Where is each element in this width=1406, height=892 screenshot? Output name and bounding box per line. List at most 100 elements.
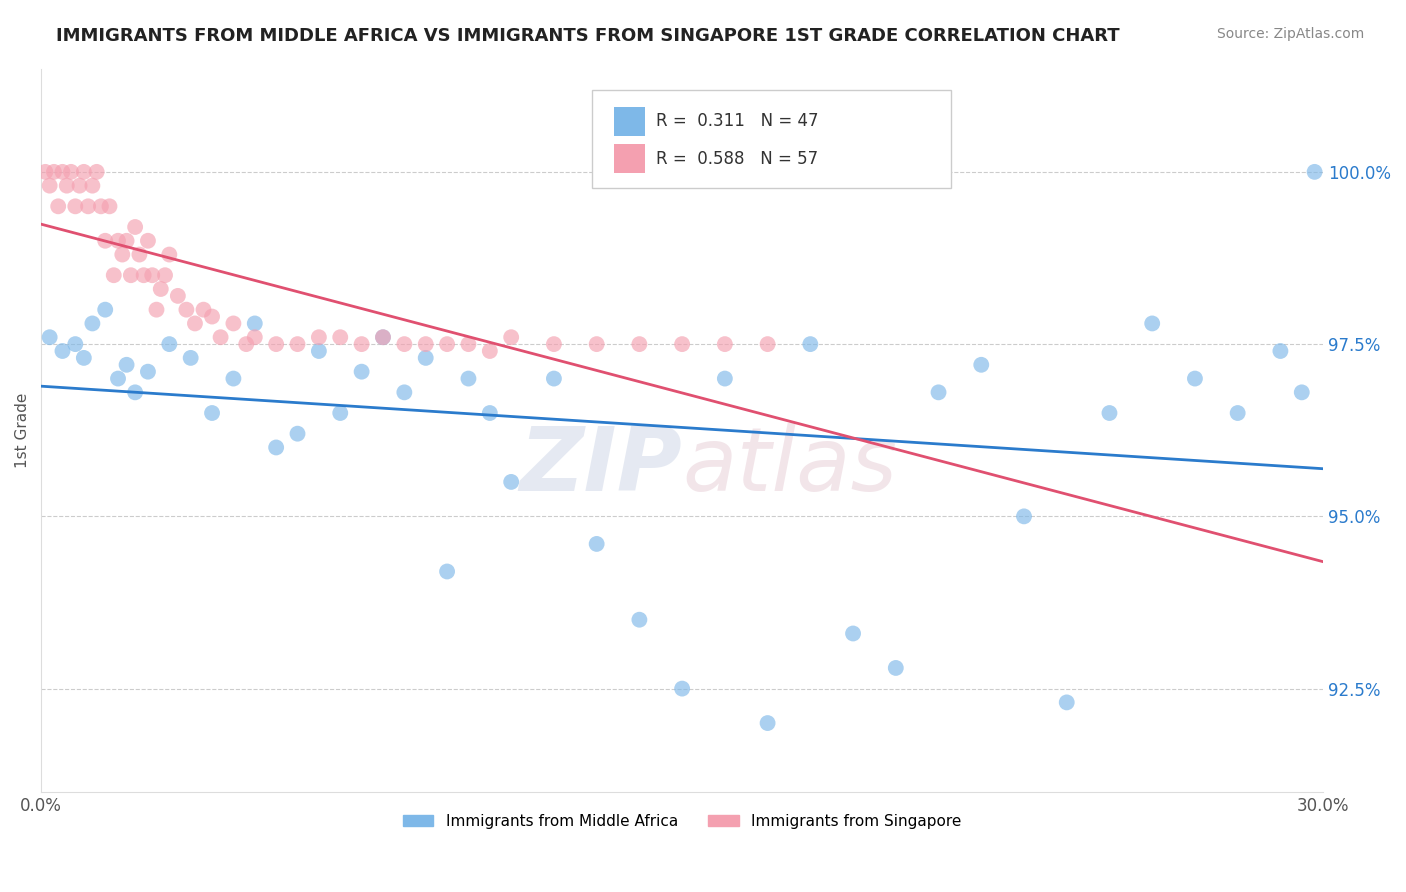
Point (82, 178, 104, 193)
Point (501, 475, 523, 489)
Point (264, 441, 287, 455)
Point (415, 337, 437, 351)
Point (585, 337, 607, 351)
Point (756, 337, 779, 351)
Point (120, 268, 142, 283)
Y-axis label: 1st Grade: 1st Grade (15, 392, 30, 468)
Point (436, 565, 458, 579)
Point (69, 178, 91, 193)
Point (115, 234, 138, 248)
Point (628, 613, 651, 627)
Point (350, 337, 373, 351)
Point (46, 199, 69, 213)
Point (1270, 344, 1292, 359)
Point (65, 337, 87, 351)
Point (136, 234, 159, 248)
Point (799, 337, 821, 351)
Point (103, 268, 125, 283)
Point (60, 165, 83, 179)
Point (842, 626, 865, 640)
Point (153, 268, 176, 283)
Point (51, 165, 73, 179)
Point (243, 330, 266, 344)
Point (415, 351, 437, 365)
Point (90, 199, 112, 213)
Point (1291, 385, 1313, 400)
Point (1098, 406, 1121, 420)
Point (1012, 509, 1035, 524)
Point (94, 234, 117, 248)
Legend: Immigrants from Middle Africa, Immigrants from Singapore: Immigrants from Middle Africa, Immigrant… (396, 808, 967, 835)
Point (209, 330, 232, 344)
Text: R =  0.588   N = 57: R = 0.588 N = 57 (657, 150, 818, 168)
Point (394, 385, 416, 400)
Point (329, 406, 352, 420)
Point (124, 219, 146, 234)
Text: IMMIGRANTS FROM MIDDLE AFRICA VS IMMIGRANTS FROM SINGAPORE 1ST GRADE CORRELATION: IMMIGRANTS FROM MIDDLE AFRICA VS IMMIGRA… (56, 27, 1119, 45)
Point (350, 365, 373, 379)
Point (671, 337, 693, 351)
Point (970, 358, 993, 372)
Point (55, 178, 77, 193)
Point (145, 302, 167, 317)
Point (111, 247, 134, 261)
Point (1226, 406, 1249, 420)
Point (243, 317, 266, 331)
FancyBboxPatch shape (614, 145, 645, 173)
Point (884, 661, 907, 675)
Point (235, 337, 257, 351)
Point (1303, 165, 1326, 179)
Point (38, 178, 60, 193)
Point (180, 351, 202, 365)
Point (756, 716, 779, 731)
Point (115, 358, 138, 372)
Point (714, 371, 737, 385)
Point (543, 337, 565, 351)
Point (543, 371, 565, 385)
Point (98, 199, 121, 213)
Point (38, 330, 60, 344)
Point (628, 337, 651, 351)
Point (157, 337, 180, 351)
Point (42, 165, 65, 179)
Point (176, 302, 198, 317)
Point (193, 302, 215, 317)
Point (1184, 371, 1206, 385)
Point (136, 365, 159, 379)
Point (167, 289, 190, 303)
Point (51, 344, 73, 359)
Point (107, 234, 129, 248)
Point (501, 330, 523, 344)
Point (107, 371, 129, 385)
Point (124, 385, 146, 400)
FancyBboxPatch shape (614, 107, 645, 136)
Point (73, 351, 96, 365)
Point (287, 426, 309, 441)
Point (184, 317, 207, 331)
Point (34, 165, 56, 179)
Point (287, 337, 309, 351)
Point (308, 330, 330, 344)
Point (157, 247, 180, 261)
Point (308, 344, 330, 359)
Point (436, 337, 458, 351)
Point (132, 268, 155, 283)
FancyBboxPatch shape (592, 90, 952, 188)
Point (478, 406, 501, 420)
Point (128, 247, 150, 261)
Point (478, 344, 501, 359)
Point (714, 337, 737, 351)
Point (1140, 317, 1163, 331)
Point (329, 330, 352, 344)
Point (585, 537, 607, 551)
Point (222, 317, 245, 331)
Point (457, 337, 479, 351)
Point (77, 199, 100, 213)
Point (65, 199, 87, 213)
Point (371, 330, 394, 344)
Point (1056, 695, 1078, 709)
Point (82, 317, 104, 331)
Point (457, 371, 479, 385)
Point (671, 681, 693, 696)
Point (201, 310, 224, 324)
